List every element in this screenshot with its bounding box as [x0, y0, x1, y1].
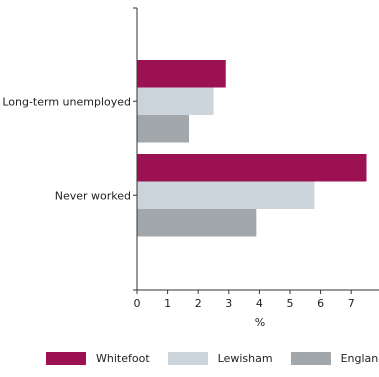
- bars: [137, 60, 367, 237]
- legend-swatch: [168, 352, 208, 365]
- legend-item-lewisham: Lewisham: [168, 352, 273, 365]
- x-tick-label: 2: [195, 297, 202, 310]
- x-ticks: 012345678: [134, 290, 379, 310]
- bar-england-2: [137, 209, 256, 237]
- legend-item-whitefoot: Whitefoot: [46, 352, 150, 365]
- x-tick-label: 5: [287, 297, 294, 310]
- bar-whitefoot-1: [137, 60, 226, 88]
- axes: [137, 8, 379, 290]
- y-ticks: Long-term unemployed Never worked: [2, 8, 137, 290]
- y-tick-label: Long-term unemployed: [2, 95, 131, 108]
- bar-lewisham-1: [137, 88, 214, 116]
- legend: Whitefoot Lewisham England: [46, 350, 379, 366]
- legend-label: Lewisham: [218, 352, 273, 365]
- legend-label: Whitefoot: [96, 352, 150, 365]
- x-tick-label: 0: [134, 297, 141, 310]
- x-tick-label: 3: [225, 297, 232, 310]
- bar-whitefoot-2: [137, 154, 367, 182]
- x-tick-label: 6: [317, 297, 324, 310]
- x-tick-label: 1: [164, 297, 171, 310]
- legend-item-england: England: [291, 352, 379, 365]
- legend-swatch: [291, 352, 331, 365]
- bar-lewisham-2: [137, 182, 314, 210]
- legend-swatch: [46, 352, 86, 365]
- legend-label: England: [341, 352, 379, 365]
- bar-england-1: [137, 115, 189, 143]
- x-tick-label: 4: [256, 297, 263, 310]
- x-axis-label: %: [255, 316, 265, 329]
- y-tick-label: Never worked: [55, 189, 131, 202]
- x-tick-label: 7: [348, 297, 355, 310]
